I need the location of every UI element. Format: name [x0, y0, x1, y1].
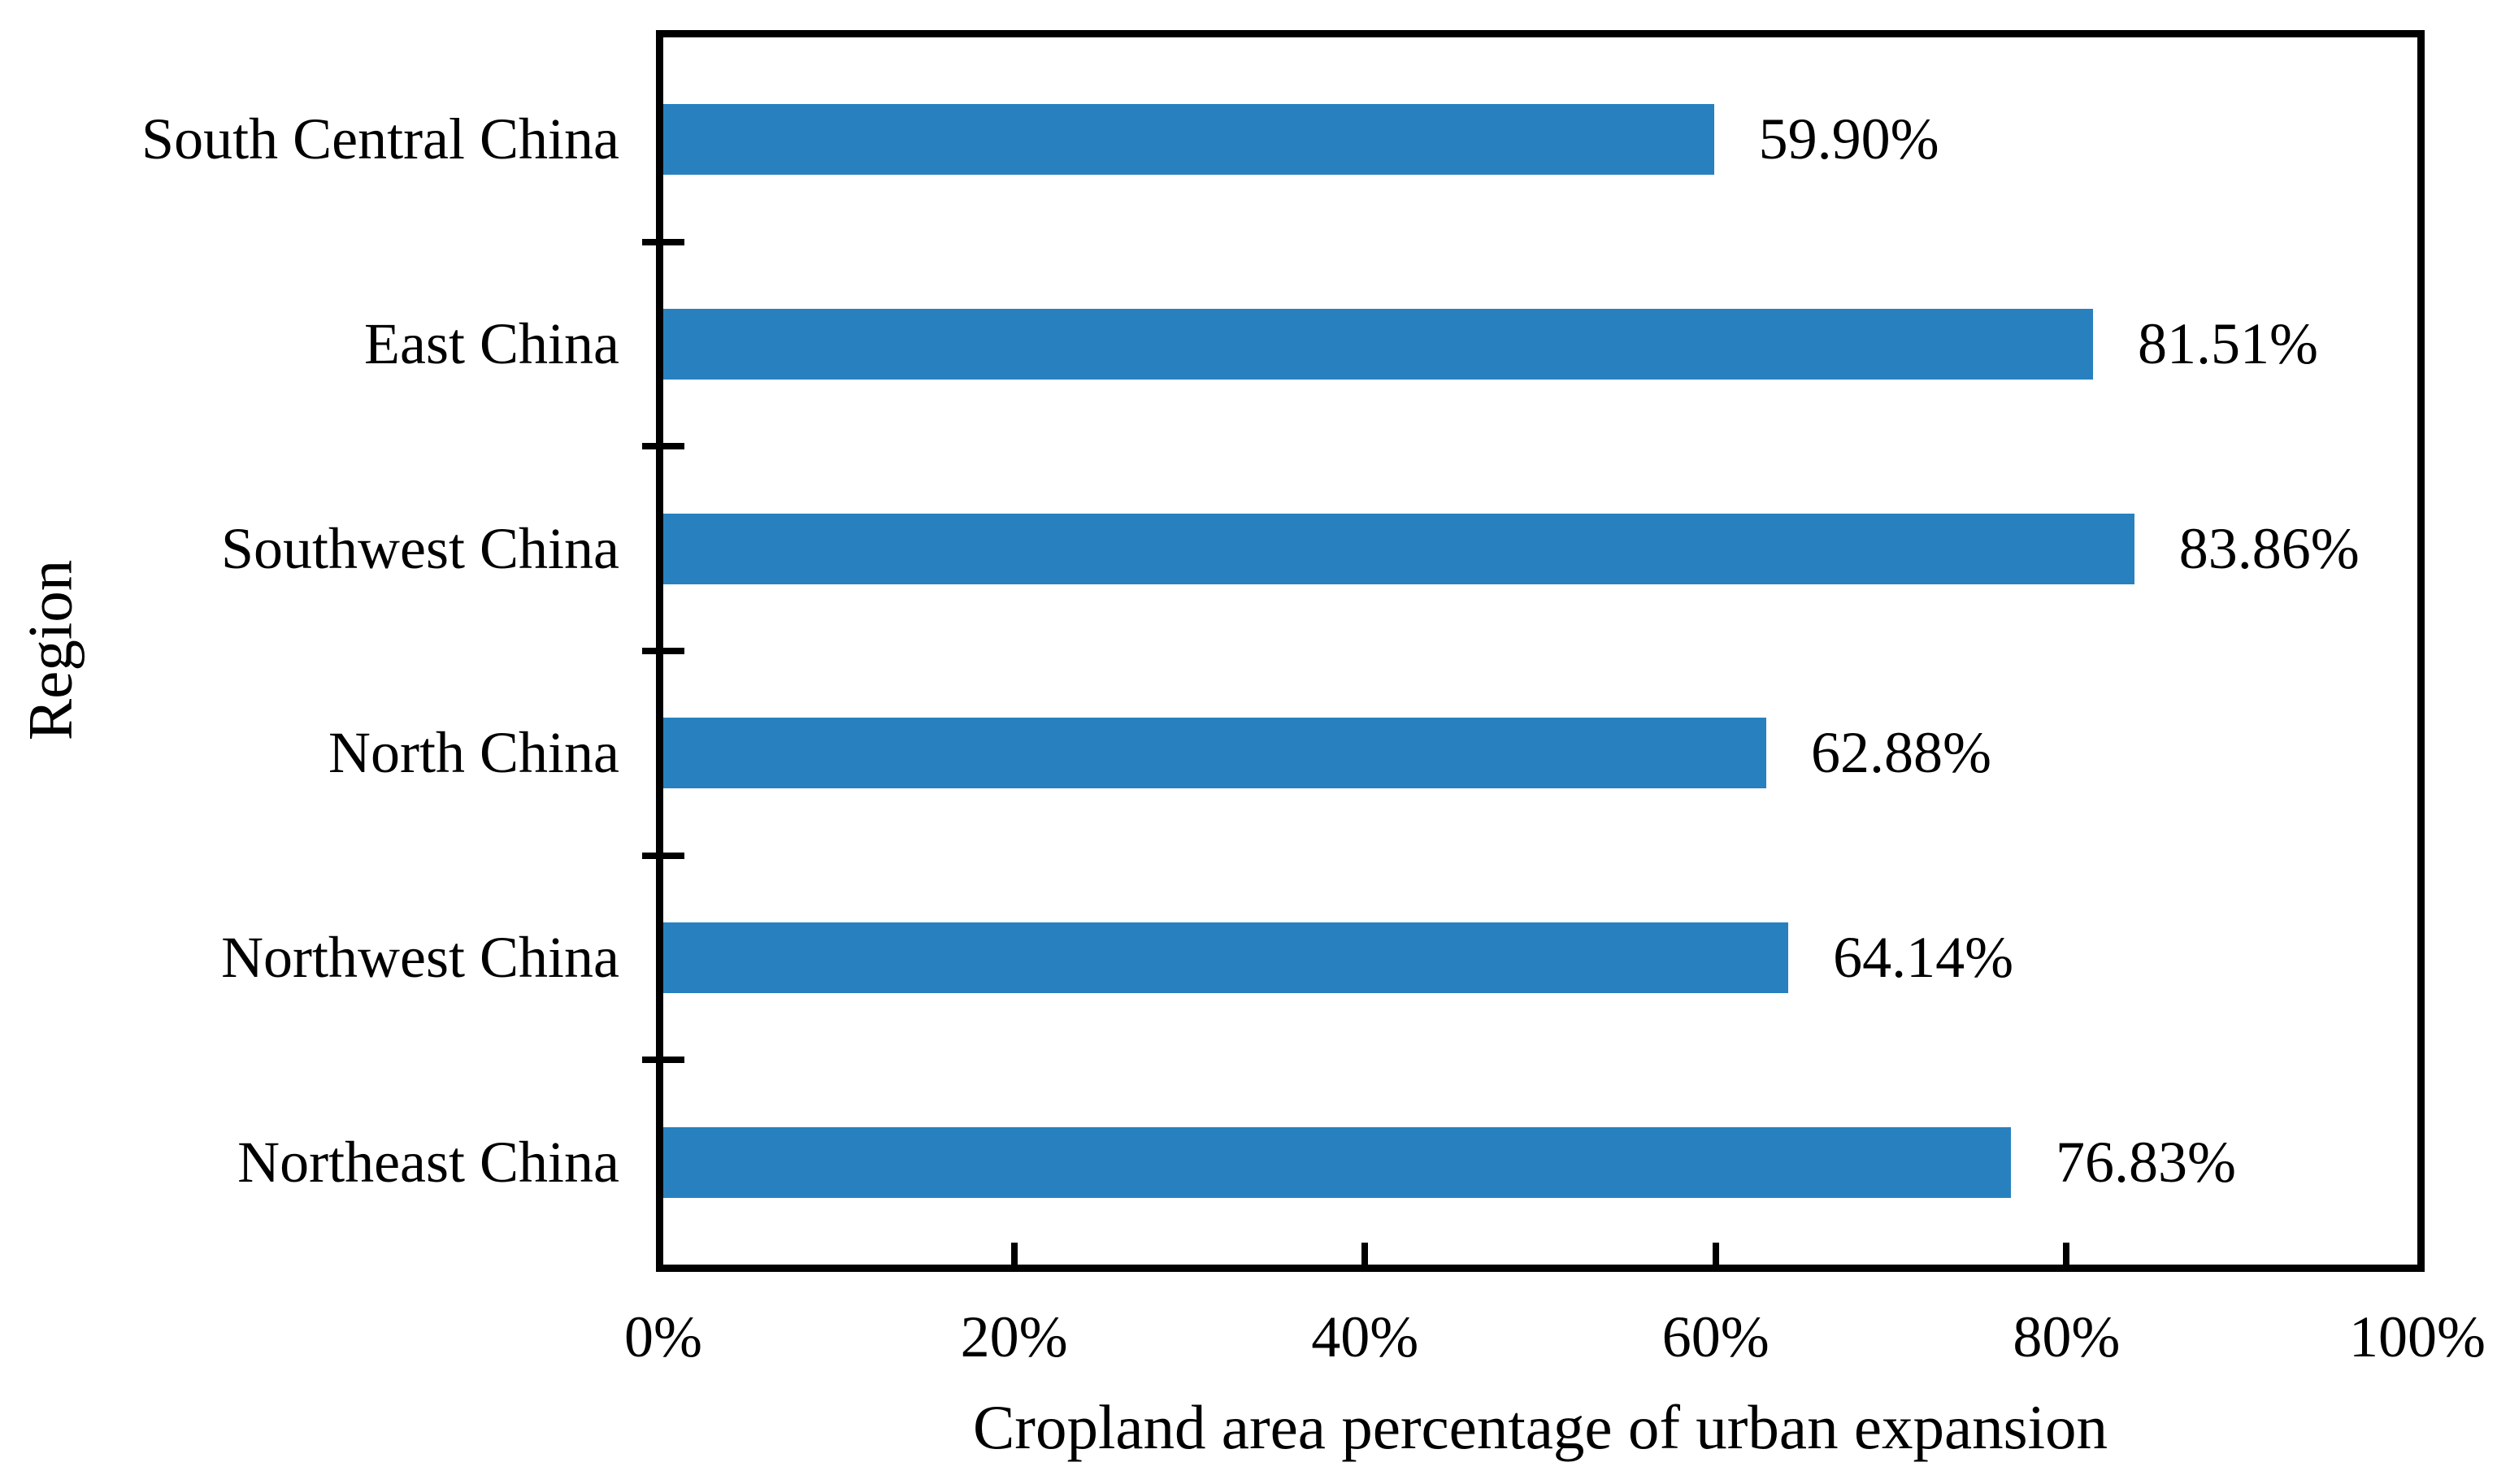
y-axis-tick	[642, 852, 684, 859]
y-axis-tick	[642, 648, 684, 654]
bar-value-label: 62.88%	[1810, 720, 1991, 786]
y-axis-tick	[642, 443, 684, 450]
category-label: Southwest China	[220, 515, 619, 581]
x-axis-tick	[1361, 1243, 1369, 1265]
category-label: East China	[364, 310, 619, 376]
plot-area: 59.90% 81.51% 83.86% 62.88% 64.14% 76.83%	[663, 37, 2417, 1265]
x-tick-label: 0%	[624, 1304, 702, 1369]
x-axis-tick	[1712, 1243, 1719, 1265]
bar-value-label: 59.90%	[1758, 106, 1939, 172]
x-tick-label: 40%	[1311, 1304, 1419, 1369]
category-label: Northeast China	[237, 1129, 619, 1195]
x-tick-label: 60%	[1661, 1304, 1770, 1369]
bar-value-label: 83.86%	[2178, 515, 2360, 581]
bar-value-label: 81.51%	[2137, 311, 2318, 376]
x-tick-label: 100%	[2349, 1304, 2486, 1369]
bar-value-label: 64.14%	[1833, 925, 2014, 990]
bar	[663, 1126, 2011, 1198]
category-label: South Central China	[141, 106, 619, 172]
bar	[663, 922, 1789, 993]
bar	[663, 513, 2134, 584]
bar	[663, 104, 1714, 176]
category-label: North China	[328, 720, 619, 786]
x-axis-tick	[2063, 1243, 2070, 1265]
bar-value-label: 76.83%	[2055, 1129, 2236, 1195]
x-tick-label: 20%	[960, 1304, 1068, 1369]
y-axis-tick	[642, 238, 684, 245]
y-axis-tick	[642, 1057, 684, 1064]
bar	[663, 309, 2093, 380]
category-label: Northwest China	[221, 924, 619, 990]
plot-border	[656, 30, 2425, 1272]
x-axis-title: Cropland area percentage of urban expans…	[972, 1392, 2108, 1462]
bar	[663, 718, 1766, 789]
x-tick-label: 80%	[2013, 1304, 2121, 1369]
x-axis-tick	[1010, 1243, 1018, 1265]
